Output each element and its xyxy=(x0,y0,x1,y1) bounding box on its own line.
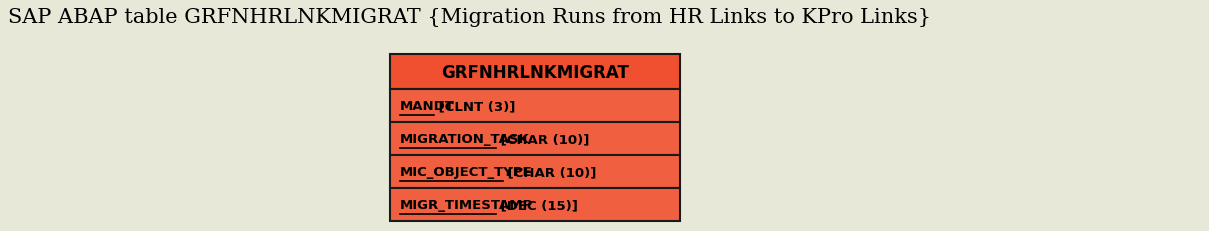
Bar xyxy=(391,155,679,188)
Bar xyxy=(391,122,679,155)
Text: [CHAR (10)]: [CHAR (10)] xyxy=(503,165,596,178)
Text: [DEC (15)]: [DEC (15)] xyxy=(496,198,578,211)
Text: [CLNT (3)]: [CLNT (3)] xyxy=(434,100,515,112)
Text: SAP ABAP table GRFNHRLNKMIGRAT {Migration Runs from HR Links to KPro Links}: SAP ABAP table GRFNHRLNKMIGRAT {Migratio… xyxy=(8,8,931,27)
Bar xyxy=(391,188,679,221)
Bar xyxy=(391,55,679,90)
Text: [CHAR (10)]: [CHAR (10)] xyxy=(496,132,589,145)
Text: GRFNHRLNKMIGRAT: GRFNHRLNKMIGRAT xyxy=(441,63,629,81)
Text: MIC_OBJECT_TYPE: MIC_OBJECT_TYPE xyxy=(400,165,533,178)
Text: MIGRATION_TASK: MIGRATION_TASK xyxy=(400,132,530,145)
Bar xyxy=(391,90,679,122)
Text: MANDT: MANDT xyxy=(400,100,455,112)
Text: MIGR_TIMESTAMP: MIGR_TIMESTAMP xyxy=(400,198,533,211)
